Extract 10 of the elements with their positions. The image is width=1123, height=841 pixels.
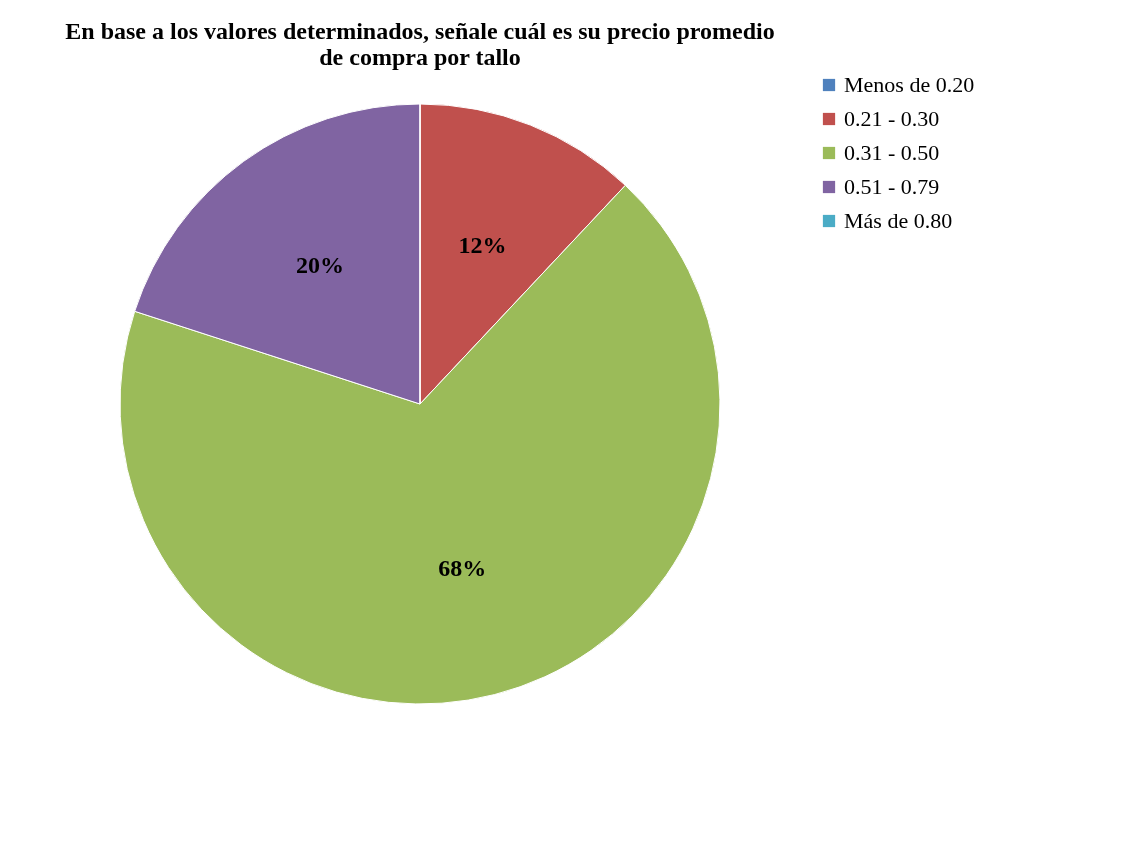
legend-label: 0.21 - 0.30 — [844, 106, 940, 131]
legend-label: 0.51 - 0.79 — [844, 174, 940, 199]
data-label: 68% — [438, 554, 487, 581]
data-label: 20% — [296, 252, 345, 279]
legend-label: Más de 0.80 — [844, 208, 953, 233]
legend-label: Menos de 0.20 — [844, 72, 975, 97]
text: En base a los valores determinados, señale cuál es su precio promedio — [65, 18, 775, 44]
data-label: 12% — [458, 231, 507, 258]
text: de compra por tallo — [319, 44, 521, 70]
legend-label: 0.31 - 0.50 — [844, 140, 940, 165]
